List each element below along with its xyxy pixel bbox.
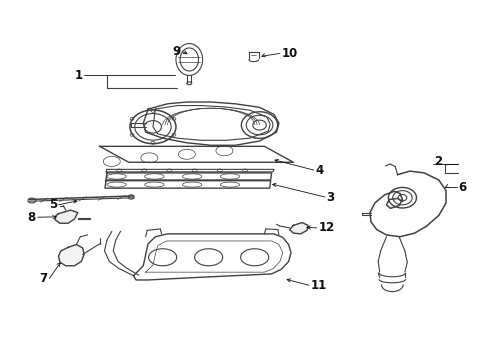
Polygon shape bbox=[58, 244, 84, 266]
Text: 1: 1 bbox=[74, 69, 83, 82]
Text: 3: 3 bbox=[326, 190, 335, 203]
Polygon shape bbox=[290, 222, 308, 234]
Text: 2: 2 bbox=[434, 155, 442, 168]
Text: 9: 9 bbox=[173, 45, 181, 58]
Text: 12: 12 bbox=[318, 221, 335, 234]
Text: 6: 6 bbox=[458, 181, 466, 194]
Text: 11: 11 bbox=[310, 279, 327, 292]
Text: 10: 10 bbox=[281, 46, 297, 60]
Text: 8: 8 bbox=[27, 211, 36, 224]
Text: 4: 4 bbox=[315, 163, 323, 176]
Text: 5: 5 bbox=[49, 198, 57, 211]
Polygon shape bbox=[55, 210, 78, 223]
Text: 7: 7 bbox=[39, 272, 48, 285]
